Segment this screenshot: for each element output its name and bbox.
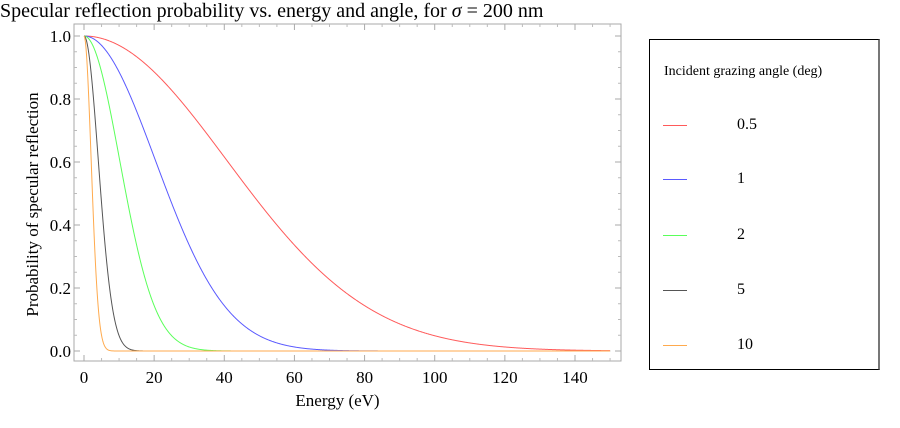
y-tick-label: 0.6 xyxy=(50,153,71,172)
legend-label: 10 xyxy=(737,336,753,353)
x-tick-label: 140 xyxy=(562,368,588,387)
x-tick-label: 40 xyxy=(216,368,233,387)
legend-item: 10 xyxy=(650,336,878,356)
legend: Incident grazing angle (deg) 0.5 1 2 5 10 xyxy=(649,39,880,370)
x-axis-label: Energy (eV) xyxy=(295,391,379,410)
legend-label: 0.5 xyxy=(737,116,757,133)
y-axis-label: Probability of specular reflection xyxy=(23,92,42,317)
y-tick-label: 0.2 xyxy=(50,279,71,298)
legend-swatch xyxy=(663,290,687,291)
x-tick-label: 80 xyxy=(356,368,373,387)
legend-swatch xyxy=(663,235,687,236)
legend-item: 1 xyxy=(650,170,878,190)
legend-label: 2 xyxy=(737,226,745,243)
legend-item: 5 xyxy=(650,281,878,301)
y-tick-label: 0.8 xyxy=(50,90,71,109)
series-line-0_5 xyxy=(84,35,611,352)
series-line-5 xyxy=(83,35,611,352)
x-tick-label: 60 xyxy=(286,368,303,387)
legend-swatch xyxy=(663,125,687,126)
legend-item: 2 xyxy=(650,226,878,246)
chart-title: Specular reflection probability vs. ener… xyxy=(0,0,544,22)
series-line-1 xyxy=(84,35,611,352)
legend-swatch xyxy=(663,179,687,180)
y-tick-label: 1.0 xyxy=(50,27,71,46)
x-tick-label: 0 xyxy=(80,368,89,387)
x-tick-label: 100 xyxy=(422,368,448,387)
series-line-2 xyxy=(83,35,611,352)
series-line-10 xyxy=(83,35,611,352)
legend-title: Incident grazing angle (deg) xyxy=(664,64,823,79)
x-tick-label: 20 xyxy=(146,368,163,387)
legend-item: 0.5 xyxy=(650,116,878,136)
y-tick-label: 0.4 xyxy=(50,216,72,235)
legend-swatch xyxy=(663,345,687,346)
x-tick-label: 120 xyxy=(492,368,518,387)
legend-label: 5 xyxy=(737,281,745,298)
axis-ticks: 0 20 40 60 80 100 120 140 0.0 0.2 0.4 0.6 0.8 1.0 xyxy=(50,24,621,387)
y-tick-label: 0.0 xyxy=(50,342,71,361)
series-group xyxy=(83,35,611,352)
legend-label: 1 xyxy=(737,170,745,187)
